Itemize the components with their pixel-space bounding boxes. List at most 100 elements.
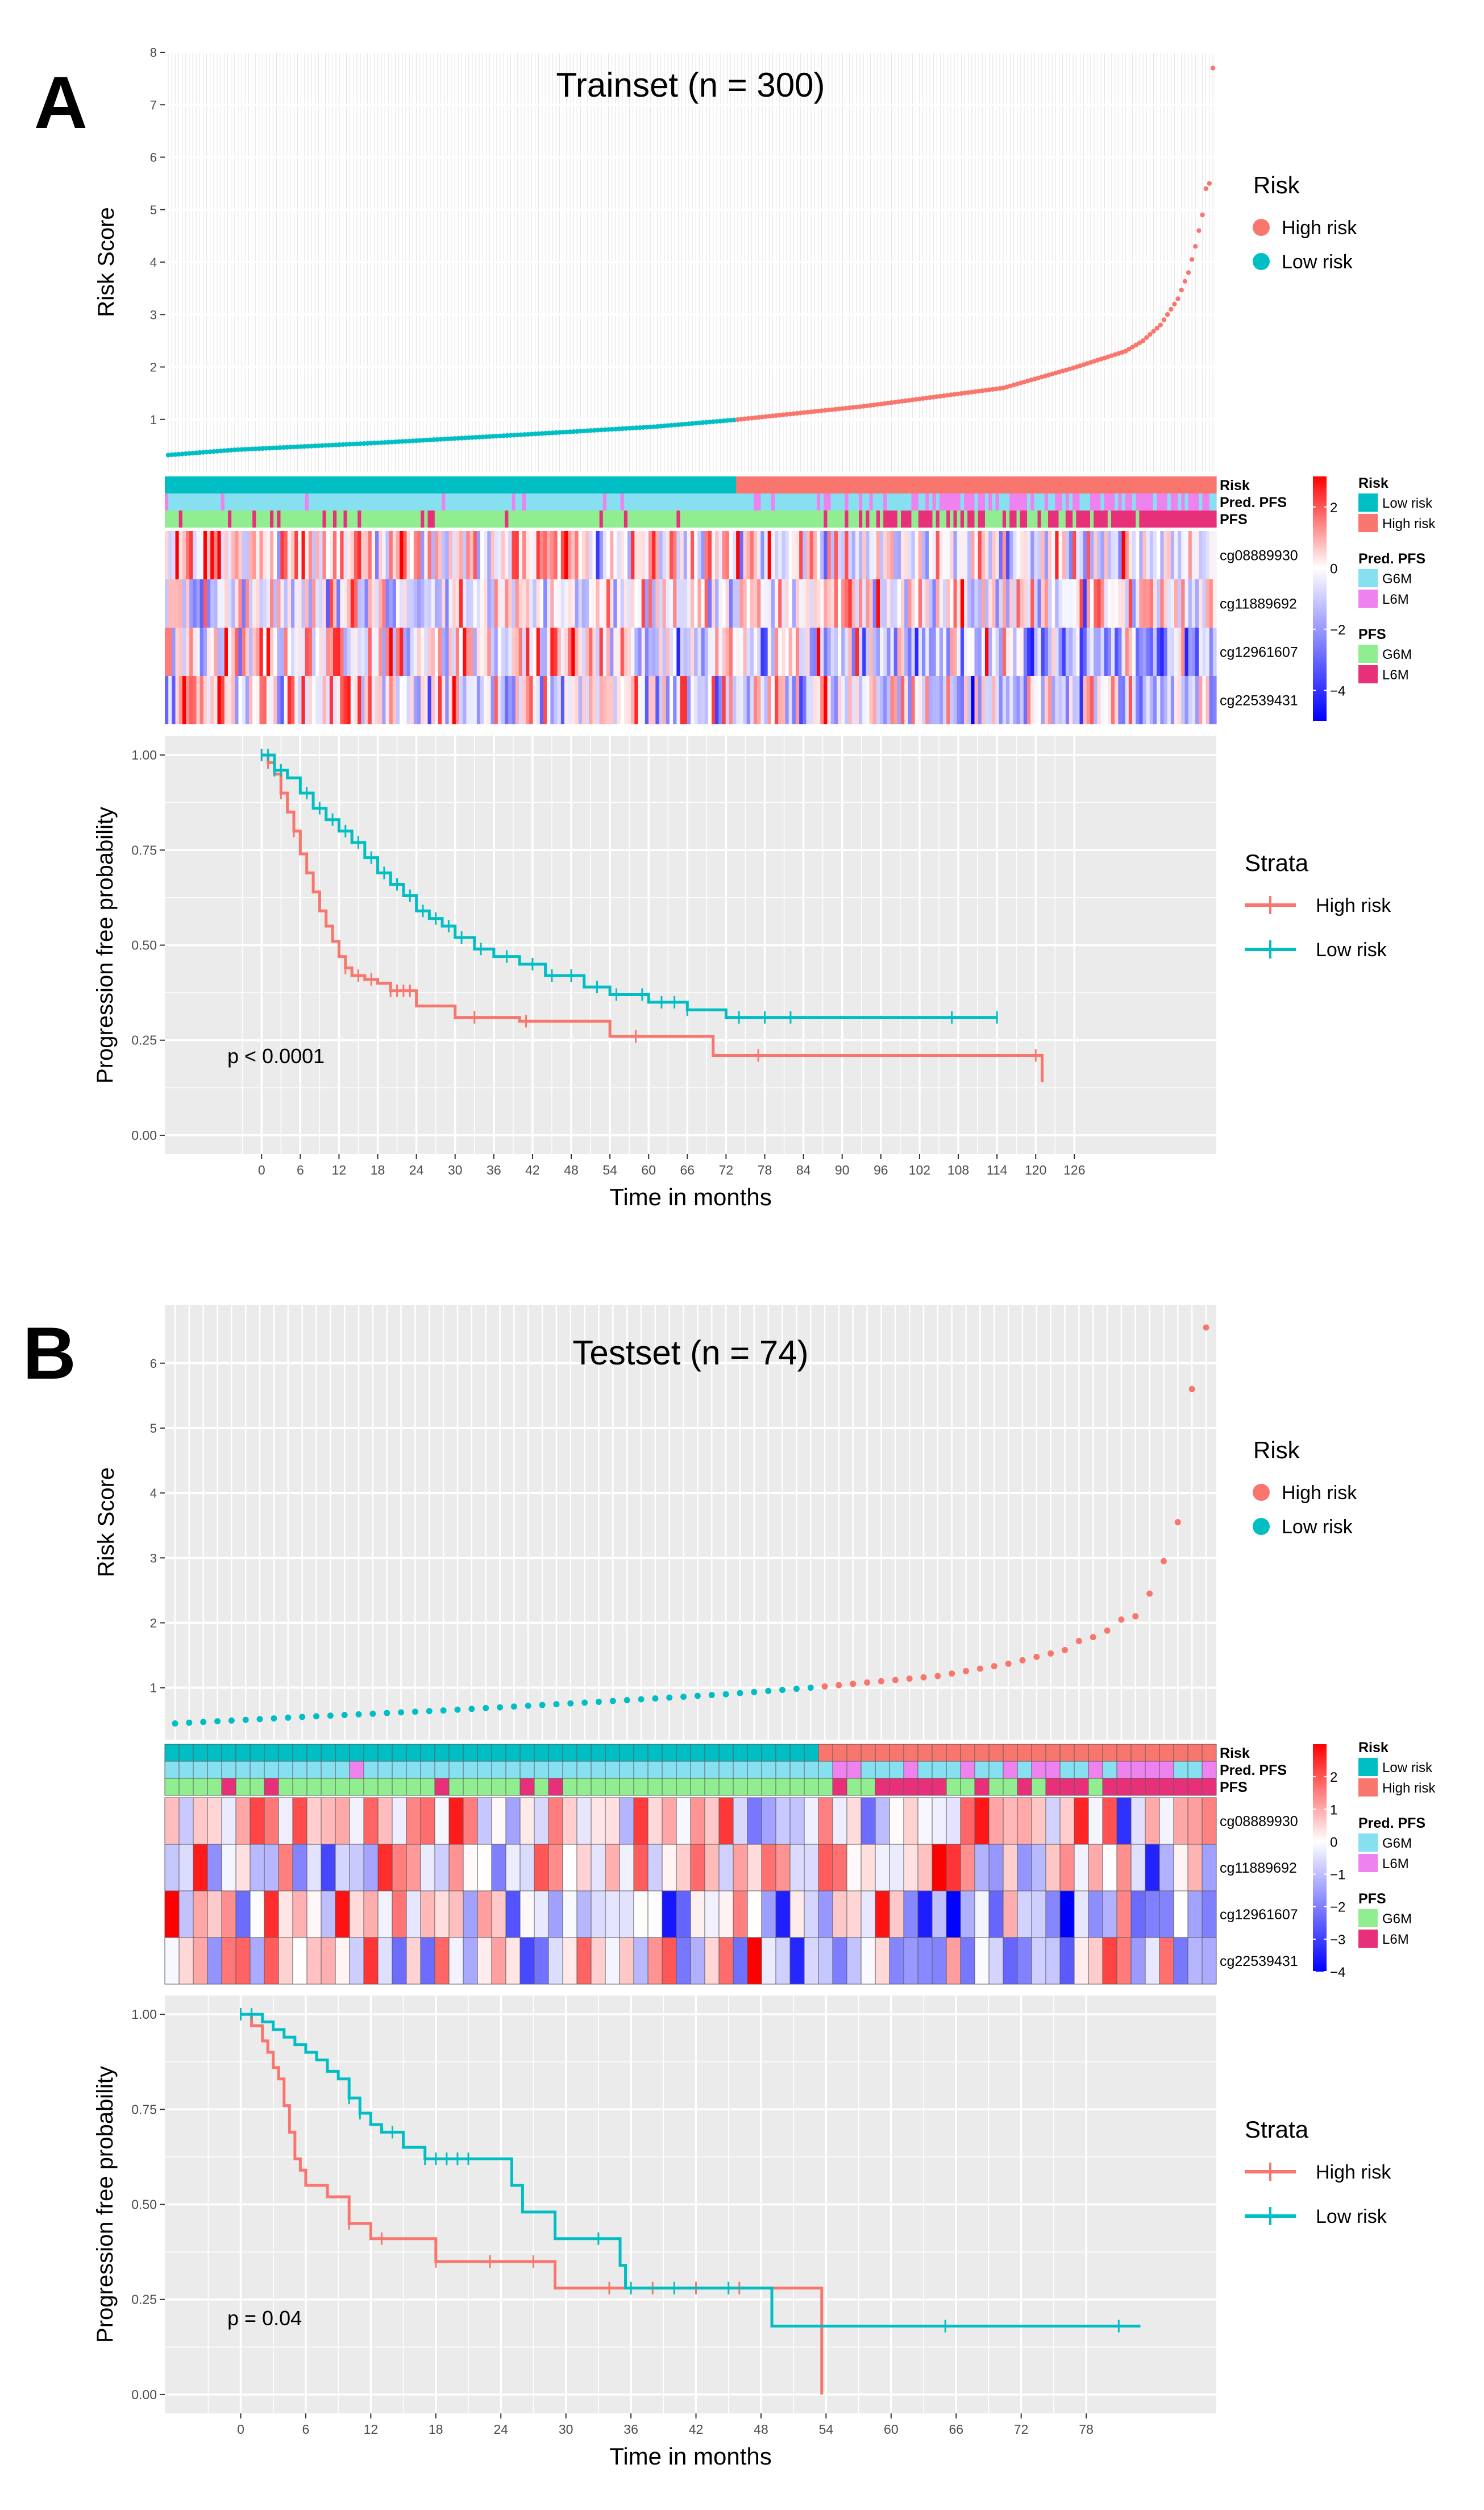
heatmap-cell (199, 579, 204, 628)
risk-score-point (595, 428, 601, 433)
heatmap-cell (691, 676, 695, 724)
risk-score-point (725, 418, 730, 423)
heatmap-pred-pfs-cell (903, 1761, 918, 1779)
heatmap-row-label: cg11889692 (1220, 1860, 1297, 1876)
heatmap-pred-pfs-cell (1202, 493, 1207, 511)
heatmap-cell (623, 579, 628, 628)
heatmap-cell (809, 628, 814, 676)
heatmap-cell (971, 676, 975, 724)
heatmap-cell (932, 1844, 947, 1891)
heatmap-cell (806, 628, 810, 676)
risk-score-point (850, 1681, 857, 1687)
heatmap-risk-cell (442, 476, 446, 493)
heatmap-cell (897, 628, 901, 676)
heatmap-pfs-cell (673, 511, 677, 528)
heatmap-pfs-cell (321, 1778, 336, 1796)
risk-score-point (525, 1702, 531, 1709)
heatmap-cell (605, 1937, 620, 1985)
heatmap-risk-cell (981, 476, 986, 493)
heatmap-risk-cell (1030, 476, 1034, 493)
heatmap-pred-pfs-cell (1184, 493, 1189, 511)
heatmap-risk-cell (245, 476, 250, 493)
heatmap-cell (641, 579, 646, 628)
heatmap-pfs-cell (1074, 1778, 1089, 1796)
heatmap-cell (1048, 531, 1052, 579)
heatmap-cell (427, 676, 432, 724)
heatmap-pfs-cell (207, 511, 211, 528)
heatmap-pred-pfs-cell (193, 493, 197, 511)
heatmap-cell (750, 579, 754, 628)
heatmap-pred-pfs-cell (848, 493, 853, 511)
heatmap-cell (1187, 1844, 1203, 1891)
heatmap-cell (354, 676, 358, 724)
heatmap-pred-pfs-cell (322, 493, 327, 511)
heatmap-pfs-cell (760, 511, 765, 528)
risk-score-point (165, 453, 171, 458)
risk-score-point (186, 1719, 193, 1726)
heatmap-risk-cell (862, 476, 866, 493)
heatmap-cell (581, 676, 586, 724)
heatmap-cell (487, 676, 492, 724)
heatmap-risk-cell (463, 476, 467, 493)
heatmap-cell (340, 531, 344, 579)
risk-score-point (512, 433, 517, 438)
heatmap-cell (207, 579, 211, 628)
heatmap-pfs-cell (778, 511, 782, 528)
heatmap-cell (617, 531, 621, 579)
heatmap-pfs-cell (633, 1778, 649, 1796)
heatmap-cell (903, 1844, 918, 1891)
heatmap-pfs-cell (228, 511, 232, 528)
heatmap-cell (1031, 1937, 1046, 1985)
heatmap-cell (1173, 1937, 1188, 1985)
heatmap-cell (508, 676, 513, 724)
heatmap-pfs-cell (392, 511, 397, 528)
heatmap-cell (633, 1844, 649, 1891)
risk-score-point (424, 437, 430, 443)
heatmap-risk-cell (168, 476, 172, 493)
heatmap-pred-pfs-cell (238, 493, 243, 511)
heatmap-risk-cell (1153, 476, 1157, 493)
heatmap-cell (273, 579, 277, 628)
heatmap-pred-pfs-cell (623, 493, 628, 511)
heatmap-pfs-cell (908, 511, 912, 528)
heatmap-cell (301, 579, 306, 628)
heatmap-pred-pfs-cell (400, 493, 404, 511)
heatmap-risk-cell (361, 476, 365, 493)
heatmap-cell (1159, 1937, 1174, 1985)
heatmap-risk-cell (1076, 476, 1080, 493)
heatmap-risk-cell (746, 476, 751, 493)
heatmap-cell (666, 676, 670, 724)
heatmap-pfs-cell (371, 511, 376, 528)
risk-score-point (770, 413, 775, 418)
heatmap-cell (792, 676, 796, 724)
heatmap-cell (960, 1797, 975, 1845)
heatmap-cell (270, 579, 274, 628)
heatmap-cell (971, 531, 975, 579)
heatmap-cell (578, 628, 583, 676)
heatmap-pred-pfs-cell (484, 493, 488, 511)
risk-score-point (445, 436, 450, 442)
heatmap-cell (533, 628, 537, 676)
heatmap-risk-cell (263, 476, 267, 493)
heatmap-risk-cell (683, 476, 688, 493)
heatmap-risk-cell (592, 476, 597, 493)
heatmap-risk-cell (497, 476, 502, 493)
heatmap-cell (925, 579, 929, 628)
heatmap-cell (673, 676, 677, 724)
heatmap-pred-pfs-cell (287, 493, 292, 511)
heatmap-cell (379, 628, 383, 676)
heatmap-risk-cell (754, 476, 758, 493)
heatmap-risk-cell (385, 476, 390, 493)
heatmap-cell (389, 531, 393, 579)
heatmap-cell (785, 676, 789, 724)
risk-score-point (333, 442, 339, 447)
heatmap-cell (448, 531, 453, 579)
heatmap-cell (1058, 531, 1063, 579)
heatmap-cell (1097, 579, 1101, 628)
heatmap-cell (413, 676, 418, 724)
heatmap-cell (918, 579, 922, 628)
heatmap-pfs-cell (375, 511, 379, 528)
heatmap-cell (845, 579, 849, 628)
heatmap-cell (747, 1890, 762, 1938)
